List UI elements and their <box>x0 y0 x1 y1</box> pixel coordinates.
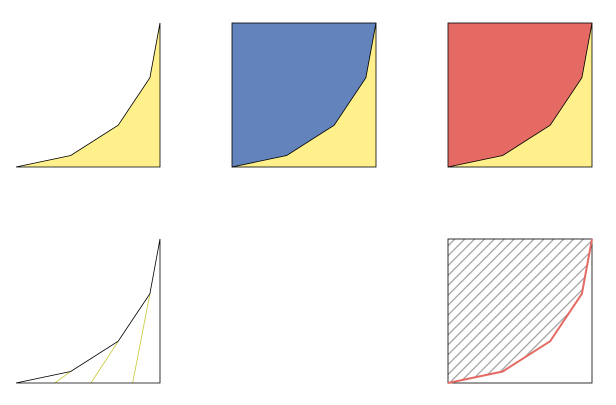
panel-outline-ticks <box>15 238 161 384</box>
curve-line <box>447 22 593 168</box>
panel-frame <box>231 22 377 168</box>
curve-line <box>231 22 377 168</box>
tick-line <box>90 341 119 384</box>
tick-line <box>54 371 71 384</box>
panel-yellow-area <box>15 22 161 168</box>
curve-outline <box>15 238 161 384</box>
red-curve-line <box>447 238 593 384</box>
panel-frame <box>447 238 593 384</box>
area-under-curve <box>15 22 161 168</box>
panel-frame <box>447 22 593 168</box>
panel-blue-above <box>231 22 377 168</box>
panel-red-above <box>447 22 593 168</box>
area-under-curve <box>232 23 376 167</box>
hatched-area <box>448 239 592 383</box>
tick-line <box>132 293 151 384</box>
area-under-curve <box>448 23 592 167</box>
panel-hatched-above <box>447 238 593 384</box>
